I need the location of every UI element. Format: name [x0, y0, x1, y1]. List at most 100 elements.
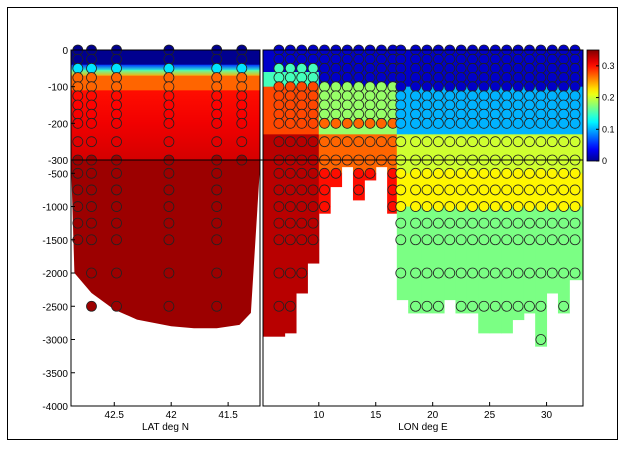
sample-point	[546, 90, 558, 102]
lon-field-cell	[523, 239, 536, 274]
sample-point	[376, 117, 387, 129]
sample-point	[546, 117, 558, 129]
sample-point	[236, 72, 248, 83]
sample-point	[236, 62, 248, 74]
lon-field-cell	[432, 239, 445, 274]
sample-point	[410, 62, 421, 74]
sample-point	[558, 184, 570, 196]
sample-point	[353, 117, 365, 129]
sample-point	[421, 62, 433, 74]
sample-point	[467, 108, 478, 120]
sample-point	[489, 90, 501, 102]
lon-field-cell	[444, 239, 456, 274]
outer-border	[7, 7, 618, 440]
sample-point	[432, 81, 444, 93]
sample-point	[432, 184, 444, 196]
sample-point	[284, 90, 296, 102]
lon-field-cell	[512, 134, 525, 161]
sample-point	[410, 72, 421, 83]
lon-field-cell	[387, 160, 398, 174]
lon-field-cell	[535, 134, 548, 161]
sample-point	[211, 300, 223, 312]
sample-point	[86, 90, 97, 102]
sample-point	[236, 117, 248, 129]
sample-point	[535, 81, 547, 93]
sample-point	[444, 234, 456, 246]
sample-point	[489, 108, 501, 120]
sample-point	[432, 234, 444, 246]
sample-point	[330, 99, 342, 111]
sample-point	[296, 267, 308, 279]
lon-field-cell	[307, 134, 320, 161]
sample-point	[535, 217, 547, 229]
sample-point	[478, 90, 490, 102]
sample-point	[296, 117, 308, 129]
sample-point	[341, 99, 353, 111]
sample-point	[455, 99, 467, 111]
sample-point	[501, 62, 513, 74]
sample-point	[111, 62, 122, 74]
sample-point	[284, 201, 296, 212]
sample-point	[86, 300, 97, 312]
x-tick-label: 15	[370, 410, 382, 421]
sample-point	[319, 108, 330, 120]
sample-point	[395, 217, 407, 229]
sample-point	[319, 72, 330, 83]
sample-point	[478, 234, 490, 246]
sample-point	[284, 136, 296, 148]
sample-point	[353, 99, 365, 111]
sample-point	[410, 136, 421, 148]
x-tick-label: 20	[427, 410, 439, 421]
sample-point	[273, 117, 285, 129]
sample-point	[273, 267, 285, 279]
sample-point	[86, 99, 97, 111]
sample-point	[86, 267, 97, 279]
lon-field-cell	[263, 239, 286, 274]
sample-point	[535, 334, 547, 345]
sample-point	[524, 217, 535, 229]
lon-field-cell	[478, 306, 491, 334]
sample-point	[376, 136, 387, 148]
sample-point	[284, 217, 296, 229]
sample-point	[364, 108, 376, 120]
sample-point	[558, 267, 570, 279]
sample-point	[569, 72, 581, 83]
y-tick-label: -2000	[42, 269, 68, 280]
sample-point	[353, 72, 365, 83]
sample-point	[512, 136, 524, 148]
sample-point	[512, 167, 524, 179]
lon-field-cell	[489, 273, 502, 307]
sample-point	[284, 72, 296, 83]
sample-point	[421, 234, 433, 246]
sample-point	[395, 99, 407, 111]
sample-point	[524, 99, 535, 111]
sample-point	[455, 72, 467, 83]
sample-point	[273, 72, 285, 83]
sample-point	[478, 62, 490, 74]
lon-field-cell	[466, 160, 479, 174]
sample-point	[455, 167, 467, 179]
sample-point	[535, 267, 547, 279]
sample-point	[410, 267, 421, 279]
sample-point	[410, 90, 421, 102]
sample-point	[512, 99, 524, 111]
sample-point	[341, 108, 353, 120]
x-tick-label: 42.5	[105, 410, 125, 421]
sample-point	[296, 184, 308, 196]
sample-point	[410, 99, 421, 111]
sample-point	[512, 300, 524, 312]
sample-point	[395, 72, 407, 83]
lon-field-cell	[307, 239, 320, 264]
sample-point	[558, 81, 570, 93]
lon-field-cell	[546, 134, 559, 161]
sample-point	[501, 184, 513, 196]
sample-point	[535, 62, 547, 74]
sample-point	[111, 53, 122, 65]
sample-point	[296, 108, 308, 120]
sample-point	[501, 117, 513, 129]
sample-point	[353, 90, 365, 102]
sample-point	[432, 217, 444, 229]
sample-point	[444, 184, 456, 196]
sample-point	[489, 167, 501, 179]
